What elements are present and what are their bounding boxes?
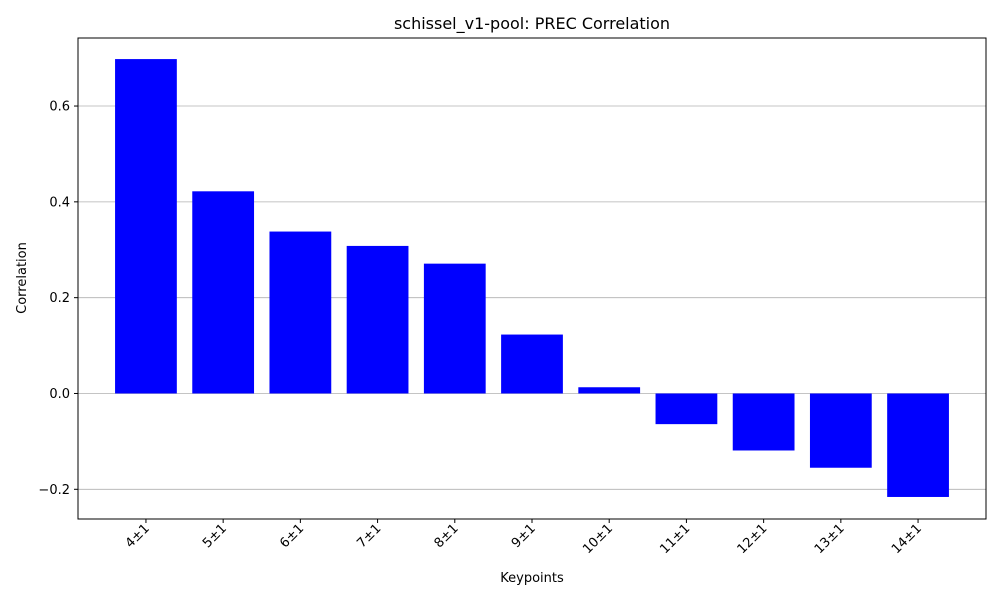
bar	[192, 191, 255, 394]
y-tick-label: −0.2	[38, 483, 70, 498]
bar	[269, 231, 332, 394]
x-tick-label: 10±1	[580, 521, 616, 557]
x-axis-label: Keypoints	[500, 571, 564, 586]
x-axis-ticks: 4±1 5±1 6±1 7±1 8±1 9±1 10±1 11±1 12±1 13±1 14±1	[123, 519, 925, 557]
x-tick-label: 8±1	[432, 521, 462, 551]
bar	[423, 263, 486, 394]
bar	[732, 393, 795, 451]
x-tick-label: 6±1	[277, 521, 307, 551]
bars	[115, 59, 949, 497]
y-tick-label: 0.6	[49, 100, 70, 115]
bar	[887, 393, 949, 497]
x-tick-label: 4±1	[123, 521, 153, 551]
x-tick-label: 11±1	[657, 521, 693, 557]
y-tick-label: 0.0	[49, 387, 70, 402]
bar	[809, 393, 872, 468]
x-tick-label: 14±1	[889, 521, 925, 557]
x-tick-label: 5±1	[200, 521, 230, 551]
x-tick-label: 13±1	[812, 521, 848, 557]
y-tick-label: 0.2	[49, 291, 70, 306]
bar	[346, 245, 409, 394]
x-tick-label: 7±1	[354, 521, 384, 551]
bar	[655, 393, 718, 425]
x-tick-label: 12±1	[735, 521, 771, 557]
x-tick-label: 9±1	[509, 521, 539, 551]
y-axis-label: Correlation	[15, 242, 30, 314]
bar	[578, 387, 641, 394]
y-tick-label: 0.4	[49, 195, 70, 210]
y-axis-ticks: −0.2 0.0 0.2 0.4 0.6	[38, 100, 78, 498]
bar	[501, 334, 563, 394]
chart-title: schissel_v1-pool: PREC Correlation	[394, 14, 670, 34]
bar	[115, 59, 177, 394]
